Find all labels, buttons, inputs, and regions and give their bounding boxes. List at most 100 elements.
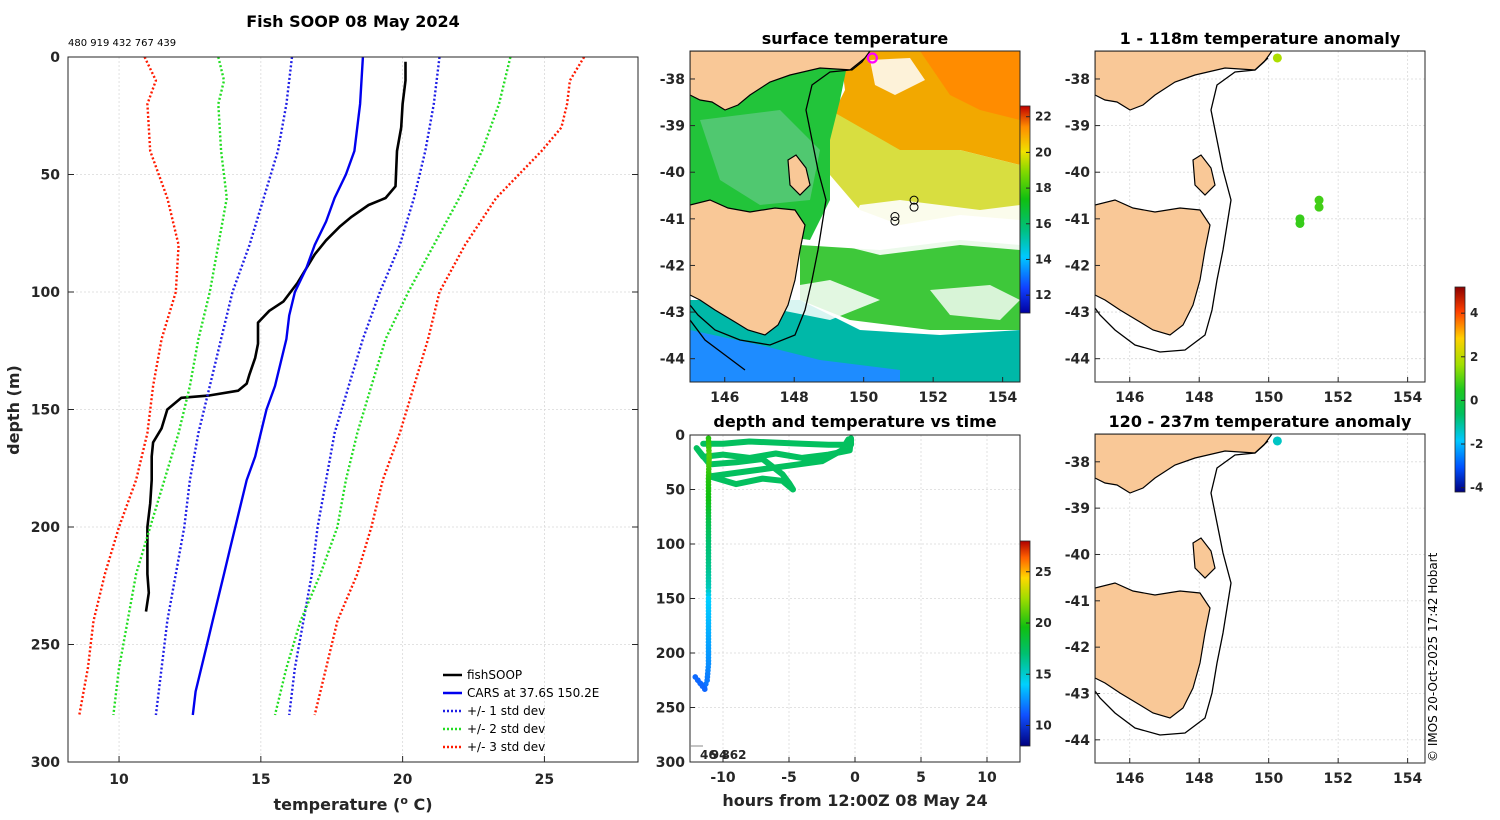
map-xtick-label: 152	[919, 390, 948, 406]
time-colorbar-ticks: 10 15 20 25	[1026, 565, 1052, 733]
map-ytick-label: -43	[1065, 305, 1090, 321]
sst-ticks: 146 148 150 152 154 -38 -39 -40 -41 -42 -43 -44	[660, 72, 1018, 406]
anomaly-colorbar	[1454, 286, 1466, 493]
sst-bathymetry-contour-2	[690, 319, 746, 371]
map-ytick-label: -39	[1065, 501, 1090, 517]
profile-series--2-std-dev	[273, 56, 512, 716]
profile-series--2-std-dev	[112, 56, 228, 716]
map-xtick-label: 146	[1115, 771, 1144, 787]
colorbar-tick-label: -4	[1470, 481, 1483, 495]
anomaly1-panel: 146 148 150 152 154 -38 -39 -40 -41 -42 -43 -44 1 -…	[1065, 29, 1426, 406]
map-ytick-label: -42	[1065, 258, 1090, 274]
colorbar-tick-label: 16	[1035, 217, 1052, 231]
time-xtick-label: -10	[710, 770, 736, 786]
anomaly2-bathymetry-contour	[1095, 440, 1269, 736]
colorbar-tick-label: -2	[1470, 437, 1483, 451]
anomaly-point	[1272, 436, 1282, 446]
map-xtick-label: 152	[1324, 390, 1353, 406]
profile-series-fishsoop	[144, 61, 407, 612]
anomaly1-points	[1272, 53, 1324, 228]
sst-colorbar-ticks: 12 14 16 18 20 22	[1026, 110, 1052, 302]
time-annotation: 4694862	[700, 748, 747, 762]
map-xtick-label: 150	[1254, 771, 1283, 787]
anomaly1-ticks: 146 148 150 152 154 -38 -39 -40 -41 -42 -43 -44	[1065, 72, 1423, 406]
map-ytick-label: -41	[660, 212, 685, 228]
anomaly-point	[1314, 195, 1324, 205]
anomaly2-title: 120 - 237m temperature anomaly	[1109, 412, 1412, 431]
profile-ytick-label: 150	[31, 403, 60, 419]
profile-xtick-label: 10	[109, 772, 129, 788]
sst-bathymetry-contour	[690, 57, 866, 346]
map-xtick-label: 148	[780, 390, 809, 406]
anomaly1-frame	[1094, 50, 1426, 383]
map-ytick-label: -43	[660, 305, 685, 321]
legend-label-cars: CARS at 37.6S 150.2E	[467, 686, 599, 700]
map-xtick-label: 146	[710, 390, 739, 406]
colorbar-tick-label: 20	[1035, 616, 1052, 630]
map-xtick-label: 150	[849, 390, 878, 406]
sst-title: surface temperature	[762, 29, 949, 48]
time-xtick-label: 5	[916, 770, 926, 786]
colorbar-tick-label: 2	[1470, 350, 1478, 364]
time-xlabel: hours from 12:00Z 08 May 24	[722, 791, 987, 810]
sst-vessel-marker	[866, 52, 878, 64]
map-ytick-label: -38	[1065, 72, 1090, 88]
legend-label-std1: +/- 1 std dev	[467, 704, 545, 718]
colorbar-tick-label: 4	[1470, 306, 1478, 320]
profile-xtick-label: 20	[393, 772, 413, 788]
colorbar-tick-label: 10	[1035, 719, 1052, 733]
sst-land-victoria	[690, 51, 871, 111]
anomaly-colorbar-ticks: 4 2 0 -2 -4	[1461, 306, 1483, 495]
time-ytick-label: 250	[656, 701, 685, 717]
map-ytick-label: -42	[660, 258, 685, 274]
map-xtick-label: 154	[1393, 771, 1422, 787]
sst-hot-region	[920, 51, 1020, 120]
time-ytick-label: 300	[656, 755, 685, 771]
profile-legend: fishSOOP CARS at 37.6S 150.2E +/- 1 std …	[443, 668, 599, 754]
time-colorbar	[1019, 540, 1031, 747]
colorbar-tick-label: 14	[1035, 252, 1052, 266]
profile-xtick-label: 15	[251, 772, 270, 788]
profile-xtick-label: 25	[535, 772, 554, 788]
profile-ytick-label: 250	[31, 638, 60, 654]
profile-subtitle: 480 919 432 767 439	[68, 38, 176, 49]
sst-mid-region	[830, 110, 1020, 225]
time-points	[692, 435, 854, 692]
anomaly2-map-body	[1095, 434, 1425, 763]
map-xtick-label: 148	[1185, 390, 1214, 406]
map-ytick-label: -43	[1065, 686, 1090, 702]
map-ytick-label: -40	[1065, 165, 1091, 181]
profile-ytick-label: 200	[31, 520, 60, 536]
anomaly1-map-body	[1095, 51, 1425, 382]
time-xtick-label: 0	[850, 770, 860, 786]
sst-coldest-region	[690, 330, 900, 382]
anomaly2-ticks: 146 148 150 152 154 -38 -39 -40 -41 -42 -43 -44	[1065, 455, 1423, 787]
colorbar-tick-label: 22	[1035, 110, 1052, 124]
sst-station-marker	[909, 195, 919, 205]
profile-ytick-label: 50	[41, 168, 61, 184]
profile-lines	[78, 56, 586, 716]
time-xtick-label: -5	[781, 770, 797, 786]
map-ytick-label: -38	[1065, 455, 1090, 471]
anomaly2-points	[1272, 436, 1282, 446]
map-ytick-label: -44	[660, 352, 686, 368]
map-ytick-label: -39	[1065, 119, 1090, 135]
time-ytick-label: 50	[666, 483, 686, 499]
profile-ytick-label: 300	[31, 755, 60, 771]
colorbar-tick-label: 25	[1035, 565, 1052, 579]
anomaly-point	[1314, 202, 1324, 212]
sst-colorbar	[1019, 105, 1031, 314]
map-ytick-label: -39	[660, 119, 685, 135]
map-ytick-label: -40	[660, 165, 686, 181]
time-haul-track	[693, 435, 854, 493]
time-title: depth and temperature vs time	[713, 412, 996, 431]
profile-xlabel: temperature (o C)	[273, 794, 432, 815]
map-xtick-label: 154	[1393, 390, 1422, 406]
sst-markers	[866, 52, 919, 226]
sst-station-marker	[890, 212, 900, 221]
profile-ylabel: depth (m)	[4, 365, 23, 455]
